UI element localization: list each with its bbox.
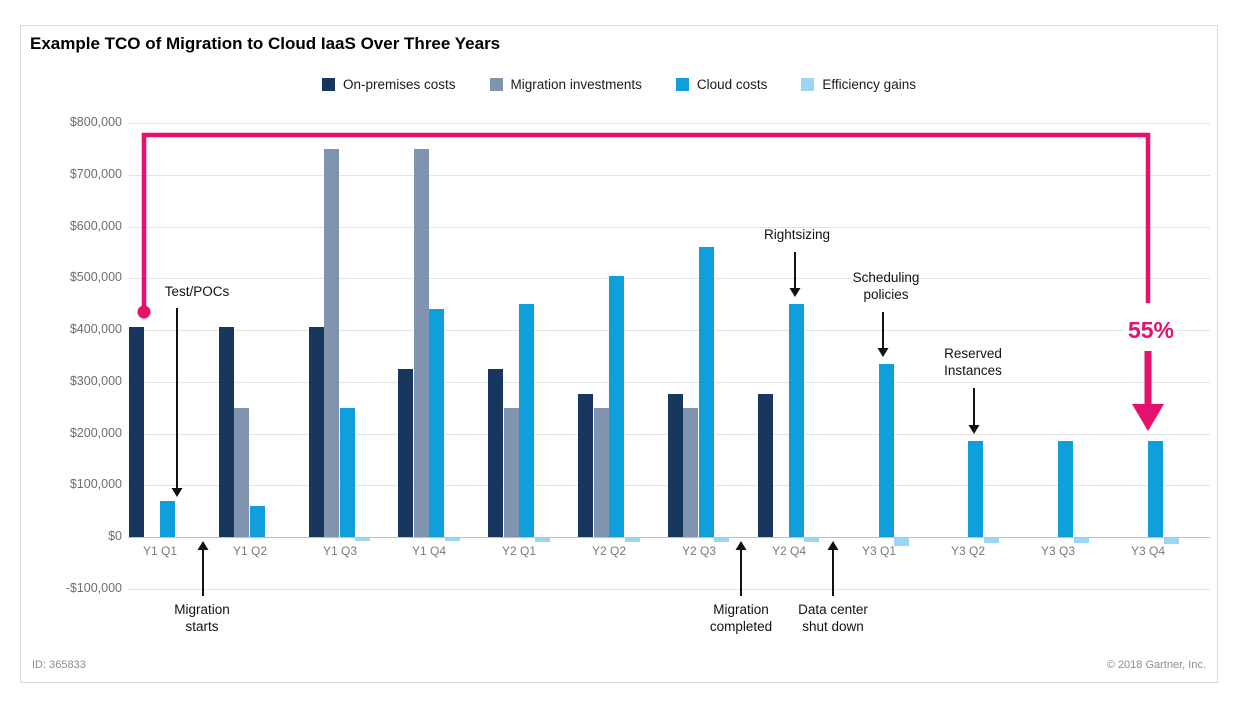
x-axis-label-y1-q1: Y1 Q1 <box>142 544 178 558</box>
legend-swatch-on-premises-costs <box>322 78 336 91</box>
x-axis-label-y2-q4: Y2 Q4 <box>771 544 807 558</box>
bar-migration-investments-y1-q3 <box>324 149 339 537</box>
bar-efficiency-gains-y3-q4 <box>1164 538 1179 544</box>
annotation-migration-starts: Migration starts <box>174 602 230 634</box>
y-tick-label: $300,000 <box>69 374 122 388</box>
x-axis-label-y3-q1: Y3 Q1 <box>861 544 897 558</box>
x-axis-label-y1-q3: Y1 Q3 <box>322 544 358 558</box>
bar-efficiency-gains-y3-q1 <box>894 538 909 546</box>
legend-item-migration-investments: Migration investments <box>489 77 642 92</box>
bar-cloud-costs-y3-q3 <box>1058 441 1073 537</box>
legend-swatch-cloud-costs <box>675 78 689 91</box>
x-axis-label-y1-q4: Y1 Q4 <box>411 544 447 558</box>
annotation-migration-completed: Migration completed <box>709 602 773 634</box>
annotation-rightsizing: Rightsizing <box>763 227 831 242</box>
legend-item-cloud-costs: Cloud costs <box>675 77 768 92</box>
y-tick-label: $800,000 <box>69 115 122 129</box>
gridline <box>128 175 1210 176</box>
x-axis-label-y2-q3: Y2 Q3 <box>681 544 717 558</box>
legend-item-on-premises-costs: On-premises costs <box>322 77 456 92</box>
y-tick-label: $200,000 <box>69 426 122 440</box>
legend-swatch-efficiency-gains <box>801 78 815 91</box>
bar-migration-investments-y2-q1 <box>504 408 519 537</box>
bar-efficiency-gains-y2-q1 <box>535 538 550 542</box>
bar-efficiency-gains-y2-q2 <box>625 538 640 542</box>
bar-efficiency-gains-y3-q2 <box>984 538 999 543</box>
annotation-reserved-instances: Reserved Instances <box>944 346 1002 378</box>
x-axis-label-y1-q2: Y1 Q2 <box>232 544 268 558</box>
gridline <box>128 589 1210 590</box>
y-tick-label: $0 <box>108 529 122 543</box>
bar-on-premises-costs-y2-q4 <box>758 394 773 537</box>
bar-on-premises-costs-y1-q2 <box>219 327 234 537</box>
gridline <box>128 330 1210 331</box>
y-tick-label: -$100,000 <box>65 581 122 595</box>
bar-efficiency-gains-y2-q4 <box>804 538 819 542</box>
bar-cloud-costs-y2-q4 <box>789 304 804 537</box>
bar-cloud-costs-y3-q1 <box>879 364 894 537</box>
bar-cloud-costs-y1-q2 <box>250 506 265 537</box>
y-tick-label: $500,000 <box>69 270 122 284</box>
bar-efficiency-gains-y1-q3 <box>355 538 370 541</box>
legend-swatch-migration-investments <box>489 78 503 91</box>
x-axis-label-y2-q2: Y2 Q2 <box>591 544 627 558</box>
x-axis-label-y3-q2: Y3 Q2 <box>950 544 986 558</box>
legend-label: Migration investments <box>510 77 642 92</box>
bar-cloud-costs-y2-q2 <box>609 276 624 537</box>
legend-label: On-premises costs <box>343 77 456 92</box>
legend-item-efficiency-gains: Efficiency gains <box>801 77 916 92</box>
x-axis-line <box>128 537 1210 538</box>
gridline <box>128 123 1210 124</box>
bar-on-premises-costs-y1-q4 <box>398 369 413 537</box>
bar-cloud-costs-y1-q1 <box>160 501 175 537</box>
gridline <box>128 382 1210 383</box>
legend-label: Cloud costs <box>696 77 768 92</box>
bar-cloud-costs-y1-q4 <box>429 309 444 537</box>
y-tick-label: $100,000 <box>69 477 122 491</box>
x-axis-label-y3-q3: Y3 Q3 <box>1040 544 1076 558</box>
chart-title: Example TCO of Migration to Cloud IaaS O… <box>30 34 501 53</box>
bar-on-premises-costs-y2-q1 <box>488 369 503 537</box>
bar-migration-investments-y1-q4 <box>414 149 429 537</box>
bar-cloud-costs-y2-q3 <box>699 247 714 537</box>
bar-on-premises-costs-y2-q3 <box>668 394 683 537</box>
bar-cloud-costs-y2-q1 <box>519 304 534 537</box>
y-tick-label: $600,000 <box>69 219 122 233</box>
bar-migration-investments-y2-q3 <box>683 408 698 537</box>
annotation-scheduling-policies: Scheduling policies <box>852 270 920 302</box>
legend: On-premises costs Migration investments Cl… <box>20 77 1218 92</box>
bar-on-premises-costs-y1-q3 <box>309 327 324 537</box>
annotation-test-pocs: Test/POCs <box>164 284 230 299</box>
bar-efficiency-gains-y3-q3 <box>1074 538 1089 543</box>
bar-efficiency-gains-y2-q3 <box>714 538 729 542</box>
bar-migration-investments-y1-q2 <box>234 408 249 537</box>
savings-percent-label: 55% <box>1124 317 1178 344</box>
bar-cloud-costs-y3-q2 <box>968 441 983 537</box>
bar-efficiency-gains-y1-q4 <box>445 538 460 541</box>
annotation-data-center-shut-down: Data center shut down <box>798 602 868 634</box>
y-tick-label: $700,000 <box>69 167 122 181</box>
x-axis-label-y3-q4: Y3 Q4 <box>1130 544 1166 558</box>
legend-label: Efficiency gains <box>822 77 916 92</box>
gridline <box>128 227 1210 228</box>
y-tick-label: $400,000 <box>69 322 122 336</box>
bar-cloud-costs-y3-q4 <box>1148 441 1163 537</box>
bar-migration-investments-y2-q2 <box>594 408 609 537</box>
footer-copyright: © 2018 Gartner, Inc. <box>1106 659 1206 671</box>
gridline <box>128 278 1210 279</box>
bar-on-premises-costs-y1-q1 <box>129 327 144 537</box>
x-axis-label-y2-q1: Y2 Q1 <box>501 544 537 558</box>
footer-id: ID: 365833 <box>32 659 86 671</box>
bar-on-premises-costs-y2-q2 <box>578 394 593 537</box>
bar-cloud-costs-y1-q3 <box>340 408 355 537</box>
